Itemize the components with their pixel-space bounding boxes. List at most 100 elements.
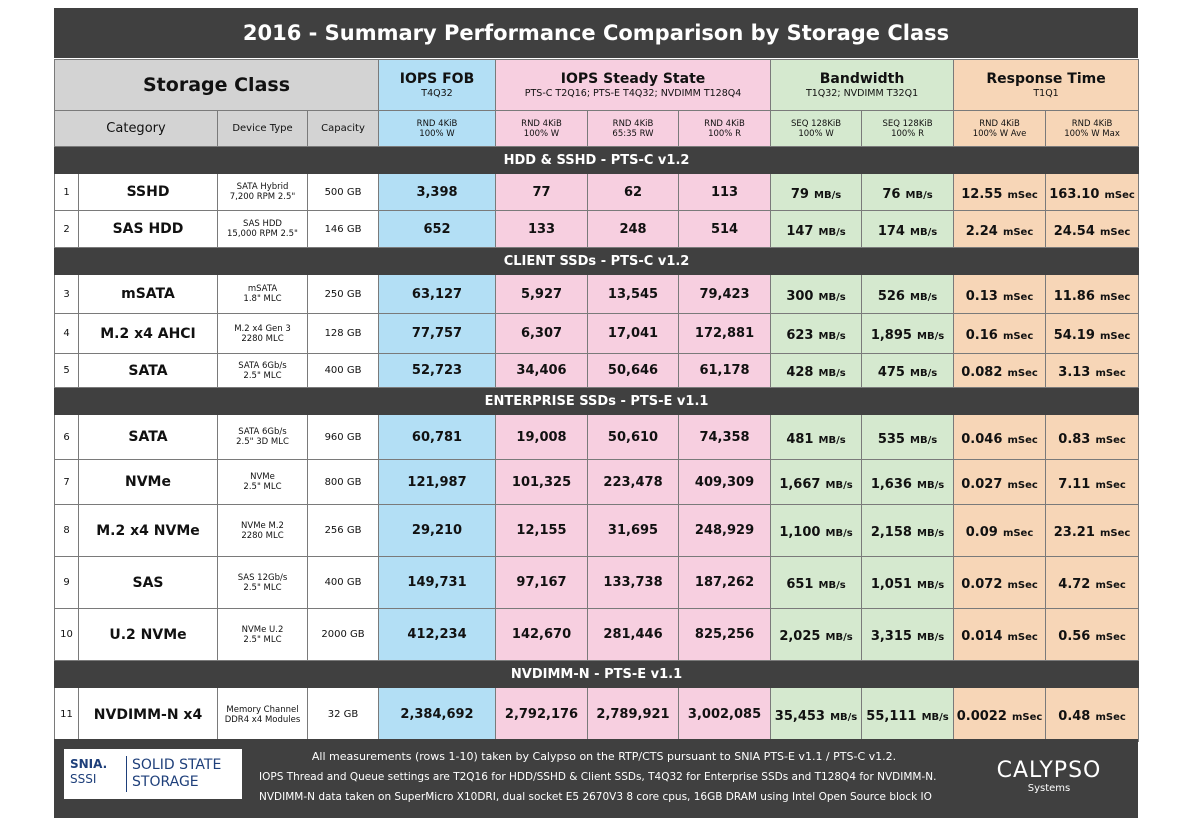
response-max-unit: mSec [1095,479,1126,491]
device-line-2: 2.5" MLC [243,370,282,381]
device-line-2: 2280 MLC [241,333,284,344]
capacity-header: Capacity [306,110,380,147]
response-max: 54.19 mSec [1045,313,1140,354]
device-line-1: SAS 12Gb/s [237,572,288,583]
bandwidth-sub: T1Q32; NVDIMM T32Q1 [805,87,919,99]
response-max-number: 7.11 [1058,476,1091,492]
bandwidth-write-unit: MB/s [825,528,853,539]
iops-fob-value: 29,210 [378,504,497,557]
table-row: 10 U.2 NVMe NVMe U.2 2.5" MLC 2000 GB 412,234… [54,608,1140,661]
device-line-1: SAS HDD [243,219,282,229]
bandwidth-write-number: 1,100 [779,525,821,540]
iops-ss-read-value: 825,256 [678,608,772,661]
response-sub: T1Q1 [1033,87,1059,99]
device-type-cell: SATA 6Gb/s 2.5" MLC [217,353,308,388]
bandwidth-read-unit: MB/s [910,226,938,238]
bandwidth-read-unit: MB/s [910,434,938,446]
bandwidth-write-unit: MB/s [818,434,846,446]
iops-fob-value: 63,127 [378,274,497,314]
response-max: 7.11 mSec [1045,459,1140,505]
bandwidth-write: 651 MB/s [770,556,863,609]
table-row: 1 SSHD SATA Hybrid 7,200 RPM 2.5" 500 GB 3,39… [54,173,1140,211]
category-name: SSHD [78,173,218,211]
iops-fob-value: 149,731 [378,556,497,609]
category-name: SAS [78,556,218,609]
bandwidth-read-number: 526 [877,288,905,304]
iops-fob-value: 652 [378,210,497,248]
device-line-1: SATA Hybrid [236,182,289,192]
iops-fob-value: 3,398 [378,173,497,211]
section-header-row: NVDIMM-N - PTS-E v1.1 [53,660,1140,688]
device-line-1: NVMe [250,472,275,482]
device-line-2: 15,000 RPM 2.5" [227,229,298,239]
bandwidth-read-number: 55,111 [866,709,917,724]
bandwidth-read-unit: MB/s [917,479,945,491]
capacity-cell: 400 GB [306,353,380,388]
bandwidth-read-unit: MB/s [921,712,949,723]
capacity-cell: 32 GB [306,687,380,742]
bandwidth-write-number: 300 [786,288,814,304]
iops-ss-mixed-value: 133,738 [587,556,680,609]
response-ave-number: 0.082 [961,365,1003,380]
iops-ss-mixed-value: 281,446 [587,608,680,661]
capacity-cell: 250 GB [306,274,380,314]
bandwidth-write: 147 MB/s [770,210,863,248]
category-name: NVDIMM-N x4 [78,687,218,742]
iops-ss-mixed-value: 50,610 [587,414,680,460]
bandwidth-read-number: 535 [877,431,905,447]
iops-ss-write-value: 97,167 [495,556,589,609]
bandwidth-read-number: 1,895 [870,328,912,343]
iops-ss-read-value: 74,358 [678,414,772,460]
response-ave: 0.027 mSec [953,459,1047,505]
device-type-cell: SATA Hybrid 7,200 RPM 2.5" [217,173,308,211]
capacity-cell: 2000 GB [306,608,380,661]
response-ave-unit: mSec [1007,189,1038,201]
bandwidth-read: 1,051 MB/s [861,556,955,609]
bandwidth-write-unit: MB/s [814,189,842,201]
bandwidth-read: 1,895 MB/s [861,313,955,354]
col-header-ss-w: RND 4KiB 100% W [495,110,589,147]
section-title: HDD & SSHD - PTS-C v1.2 [53,146,1140,174]
col-header-bw-r: SEQ 128KiB 100% R [861,110,955,147]
response-ave-unit: mSec [1007,479,1038,491]
table-row: 5 SATA SATA 6Gb/s 2.5" MLC 400 GB 52,723 34,40… [54,353,1140,388]
bandwidth-write: 623 MB/s [770,313,863,354]
response-ave-unit: mSec [1007,368,1038,379]
iops-ss-write-value: 2,792,176 [495,687,589,742]
response-ave-number: 0.014 [961,629,1003,644]
row-number: 8 [54,504,79,557]
bandwidth-write-unit: MB/s [818,580,846,591]
page-title: 2016 - Summary Performance Comparison by… [54,8,1138,58]
bandwidth-write-unit: MB/s [830,712,858,723]
response-ave-number: 0.0022 [956,709,1007,724]
row-number: 11 [54,687,79,742]
response-max-number: 24.54 [1053,223,1095,239]
bandwidth-read-number: 475 [877,365,905,380]
storage-class-header: Storage Class [53,59,380,111]
table-row: 11 NVDIMM-N x4 Memory Channel DDR4 x4 Modul… [54,687,1140,742]
response-ave-number: 0.046 [961,431,1003,447]
device-type-cell: Memory Channel DDR4 x4 Modules [217,687,308,742]
iops-fob-value: 52,723 [378,353,497,388]
bandwidth-write: 79 MB/s [770,173,863,211]
response-max-number: 0.56 [1058,629,1091,644]
col-header-bw-w: SEQ 128KiB 100% W [770,110,863,147]
response-max: 24.54 mSec [1045,210,1140,248]
row-number: 7 [54,459,79,505]
device-type-cell: SAS HDD 15,000 RPM 2.5" [217,210,308,248]
iops-ss-read-value: 172,881 [678,313,772,354]
calypso-logo-sub: Systems [1027,783,1071,794]
response-ave-unit: mSec [1007,580,1038,591]
calypso-logo-name: CALYPSO [996,758,1102,783]
response-ave: 0.082 mSec [953,353,1047,388]
response-max: 3.13 mSec [1045,353,1140,388]
bandwidth-header: Bandwidth T1Q32; NVDIMM T32Q1 [770,59,955,111]
bandwidth-write-unit: MB/s [818,368,846,379]
table-row: 4 M.2 x4 AHCI M.2 x4 Gen 3 2280 MLC 128 GB 77… [54,313,1140,354]
category-header: Category [54,110,218,147]
bandwidth-read-number: 76 [882,186,901,202]
iops-ss-mixed-value: 223,478 [587,459,680,505]
iops-fob-sub: T4Q32 [421,87,453,99]
response-ave-unit: mSec [1002,226,1034,238]
device-line-1: NVMe U.2 [241,624,284,635]
